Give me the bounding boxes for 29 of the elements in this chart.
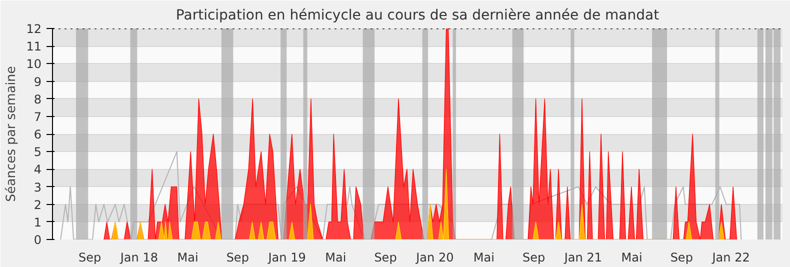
x-tick-label: Jan 19 — [267, 250, 306, 264]
y-tick-label: 1 — [34, 215, 42, 230]
x-tick-label: Sep — [522, 250, 546, 264]
x-tick-label: Jan 20 — [415, 250, 454, 264]
y-tick-label: 5 — [34, 145, 42, 160]
y-tick-label: 0 — [34, 233, 42, 247]
y-tick-label: 4 — [34, 162, 42, 177]
x-tick-label: Sep — [78, 250, 102, 264]
y-tick-label: 7 — [34, 110, 42, 124]
y-tick-label: 8 — [34, 92, 42, 106]
y-tick-label: 11 — [26, 40, 42, 54]
x-tick-label: Jan 22 — [711, 250, 750, 264]
x-tick-label: Sep — [670, 250, 693, 264]
chart-title: Participation en hémicycle au cours de sa dernière année de mandat — [176, 8, 660, 24]
y-axis-title: Séances par semaine — [3, 66, 18, 202]
y-tick-label: 3 — [34, 180, 42, 194]
y-tick-label: 9 — [34, 74, 42, 89]
y-tick-label: 6 — [34, 128, 42, 142]
x-tick-label: Jan 18 — [119, 250, 158, 264]
x-tick-label: Mai — [473, 250, 494, 264]
x-tick-label: Sep — [226, 250, 249, 264]
x-tick-label: Mai — [325, 250, 346, 264]
x-tick-label: Jan 21 — [563, 250, 602, 264]
y-tick-label: 12 — [26, 22, 42, 36]
x-tick-label: Mai — [177, 250, 198, 264]
x-tick-label: Sep — [374, 250, 397, 264]
y-tick-label: 2 — [34, 198, 42, 212]
y-tick-label: 10 — [26, 57, 42, 72]
x-tick-label: Mai — [621, 250, 642, 264]
